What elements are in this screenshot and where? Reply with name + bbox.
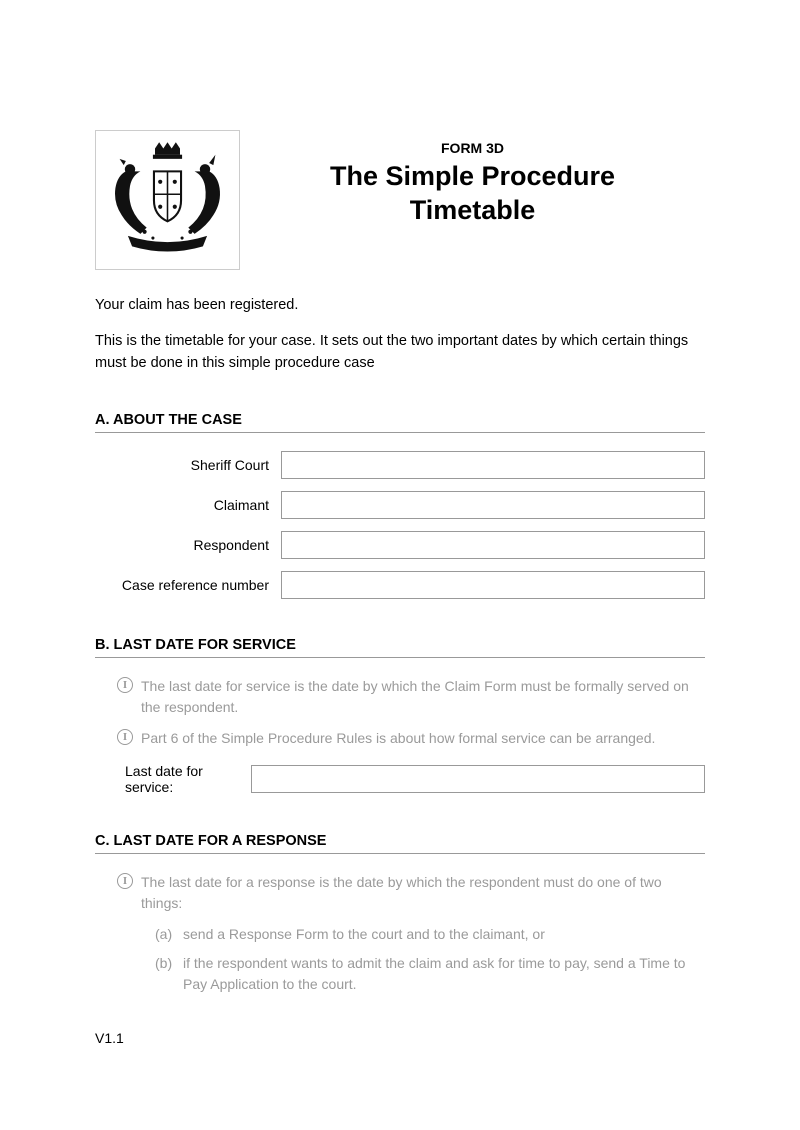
section-a: A. ABOUT THE CASE Sheriff Court Claimant… [95, 412, 705, 599]
version-label: V1.1 [95, 1030, 705, 1046]
input-case-ref[interactable] [281, 571, 705, 599]
page: FORM 3D The Simple Procedure Timetable Y… [0, 0, 800, 1086]
field-row-claimant: Claimant [95, 491, 705, 519]
label-respondent: Respondent [95, 537, 281, 553]
main-title: The Simple Procedure Timetable [240, 160, 705, 228]
input-respondent[interactable] [281, 531, 705, 559]
crest-box [95, 130, 240, 270]
section-c-heading: C. LAST DATE FOR A RESPONSE [95, 833, 705, 854]
section-c-note-1: I The last date for a response is the da… [95, 872, 705, 914]
info-icon: I [117, 729, 133, 745]
section-b-note-2-text: Part 6 of the Simple Procedure Rules is … [141, 728, 705, 749]
field-row-respondent: Respondent [95, 531, 705, 559]
field-row-sheriff-court: Sheriff Court [95, 451, 705, 479]
label-sheriff-court: Sheriff Court [95, 457, 281, 473]
form-code: FORM 3D [240, 140, 705, 156]
intro-description: This is the timetable for your case. It … [95, 331, 705, 375]
header-row: FORM 3D The Simple Procedure Timetable [95, 130, 705, 270]
input-sheriff-court[interactable] [281, 451, 705, 479]
item-a-marker: (a) [155, 924, 183, 945]
label-case-ref: Case reference number [95, 577, 281, 593]
section-b-note-2: I Part 6 of the Simple Procedure Rules i… [95, 728, 705, 749]
label-last-date-service: Last date for service: [95, 763, 251, 795]
royal-crest-icon [105, 140, 230, 260]
field-row-last-date-service: Last date for service: [95, 763, 705, 795]
section-c-item-a: (a) send a Response Form to the court an… [155, 924, 705, 945]
intro-registered: Your claim has been registered. [95, 295, 705, 317]
section-a-heading: A. ABOUT THE CASE [95, 412, 705, 433]
section-b-note-1-text: The last date for service is the date by… [141, 676, 705, 718]
title-line-1: The Simple Procedure [330, 161, 615, 191]
section-b: B. LAST DATE FOR SERVICE I The last date… [95, 637, 705, 795]
section-c-item-b: (b) if the respondent wants to admit the… [155, 953, 705, 995]
section-c-note-1-text: The last date for a response is the date… [141, 872, 705, 914]
item-a-text: send a Response Form to the court and to… [183, 924, 545, 945]
field-row-case-ref: Case reference number [95, 571, 705, 599]
info-icon: I [117, 677, 133, 693]
input-claimant[interactable] [281, 491, 705, 519]
info-icon: I [117, 873, 133, 889]
section-c: C. LAST DATE FOR A RESPONSE I The last d… [95, 833, 705, 995]
section-b-note-1: I The last date for service is the date … [95, 676, 705, 718]
title-line-2: Timetable [410, 195, 536, 225]
label-claimant: Claimant [95, 497, 281, 513]
item-b-text: if the respondent wants to admit the cla… [183, 953, 705, 995]
section-b-heading: B. LAST DATE FOR SERVICE [95, 637, 705, 658]
input-last-date-service[interactable] [251, 765, 705, 793]
section-c-sublist: (a) send a Response Form to the court an… [155, 924, 705, 995]
title-block: FORM 3D The Simple Procedure Timetable [240, 130, 705, 228]
item-b-marker: (b) [155, 953, 183, 995]
